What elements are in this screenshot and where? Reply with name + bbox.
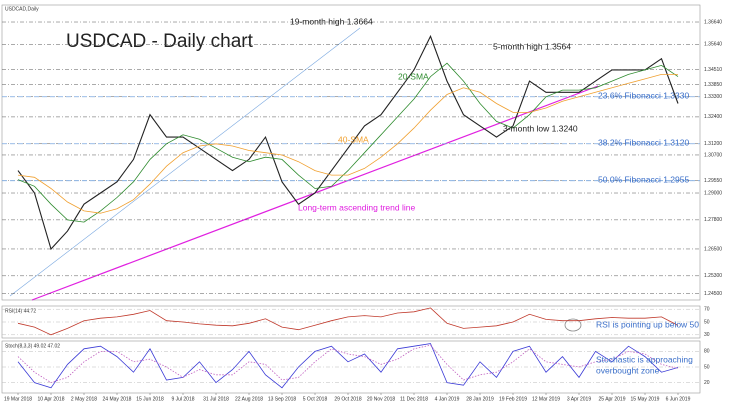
x-tick-label: 10 Apr 2018 — [38, 396, 65, 402]
x-tick-label: 5 Oct 2018 — [303, 396, 328, 402]
x-tick-label: 9 Jul 2018 — [171, 396, 194, 402]
x-tick-label: 22 Aug 2018 — [235, 396, 263, 402]
x-tick-label: 13 Sep 2018 — [268, 396, 297, 402]
annotation: overbought zone — [596, 365, 660, 375]
annotation: Stochastic is approaching — [596, 354, 693, 364]
rsi-title: RSI(14) 44.72 — [5, 308, 36, 314]
x-tick-label: 15 Jun 2018 — [136, 396, 164, 402]
x-tick-label: 29 Oct 2018 — [334, 396, 361, 402]
rsi-highlight — [564, 318, 582, 332]
y-tick-label: 70 — [704, 307, 710, 313]
y-tick-label: 1.35640 — [704, 42, 722, 48]
y-tick-label: 30 — [704, 332, 710, 338]
price-panel — [1, 4, 701, 301]
x-tick-label: 20 Nov 2018 — [367, 396, 396, 402]
x-tick-label: 19 Feb 2019 — [499, 396, 527, 402]
y-tick-label: 1.29550 — [704, 178, 722, 184]
y-tick-label: 1.33850 — [704, 82, 722, 88]
series-line — [17, 307, 679, 336]
x-tick-label: 25 Apr 2019 — [599, 396, 626, 402]
stoch-title: Stoch(8,3,3) 49.02 47.02 — [5, 343, 60, 349]
series-line — [17, 74, 678, 214]
y-tick-label: 1.36640 — [704, 19, 722, 25]
annotation: 19-month high 1.3664 — [290, 16, 373, 26]
annotation: Long-term ascending trend line — [298, 202, 415, 212]
y-tick-label: 80 — [704, 349, 710, 355]
y-tick-label: 50 — [704, 319, 710, 325]
channel-line — [9, 27, 361, 297]
series-line — [17, 343, 679, 389]
y-tick-label: 1.34510 — [704, 67, 722, 73]
x-tick-label: 3 Apr 2019 — [567, 396, 591, 402]
x-tick-label: 12 Mar 2019 — [532, 396, 560, 402]
x-tick-label: 15 May 2019 — [631, 396, 660, 402]
y-tick-label: 1.30700 — [704, 152, 722, 158]
x-tick-label: 4 Jan 2019 — [435, 396, 460, 402]
y-tick-label: 20 — [704, 380, 710, 386]
y-tick-label: 1.33300 — [704, 94, 722, 100]
series-line — [17, 34, 679, 251]
x-tick-label: 19 Mar 2018 — [4, 396, 32, 402]
series-line — [17, 344, 679, 384]
x-tick-label: 6 Jun 2019 — [666, 396, 691, 402]
y-tick-label: 1.27800 — [704, 217, 722, 223]
x-tick-label: 31 Jul 2018 — [203, 396, 229, 402]
annotation: 40-SMA — [338, 134, 369, 144]
x-tick-label: 28 Jan 2019 — [466, 396, 494, 402]
y-tick-label: 1.24500 — [704, 291, 722, 297]
y-tick-label: 1.25300 — [704, 273, 722, 279]
symbol-label: USDCAD,Daily — [5, 6, 39, 12]
fib-label: 38.2% Fibonacci 1.3120 — [598, 138, 689, 148]
chart-title: USDCAD - Daily chart — [66, 31, 254, 52]
annotation: RSI is pointing up below 50 — [596, 319, 699, 329]
y-tick-label: 1.26500 — [704, 246, 722, 252]
fib-label: 50.0% Fibonacci 1.2955 — [598, 174, 689, 184]
annotation: 5-month high 1.3564 — [493, 41, 571, 51]
annotation: 3-month low 1.3240 — [503, 123, 578, 133]
fib-label: 23.6% Fibonacci 1.3330 — [598, 91, 689, 101]
x-tick-label: 11 Dec 2018 — [400, 396, 428, 402]
annotation: 20-SMA — [398, 71, 429, 81]
x-tick-label: 2 May 2018 — [71, 396, 97, 402]
y-tick-label: 1.31200 — [704, 141, 722, 147]
y-tick-label: 1.32400 — [704, 114, 722, 120]
x-tick-label: 24 May 2018 — [103, 396, 132, 402]
y-tick-label: 1.29000 — [704, 190, 722, 196]
y-tick-label: 50 — [704, 364, 710, 370]
series-line — [17, 62, 679, 223]
